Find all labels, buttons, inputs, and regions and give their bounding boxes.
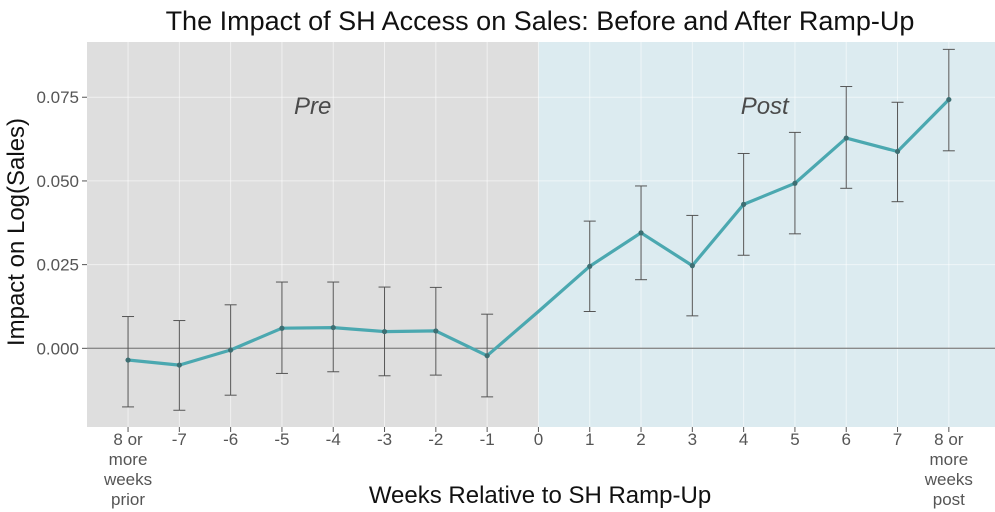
x-tick-label: 3 — [688, 430, 697, 449]
region-label-pre: Pre — [294, 93, 331, 120]
data-point — [228, 347, 234, 353]
data-point — [381, 328, 388, 335]
y-tick-label: 0.025 — [36, 256, 79, 275]
region-post — [538, 42, 995, 427]
series-line-impact — [127, 98, 950, 367]
x-tick-label: -6 — [223, 430, 238, 449]
y-axis-title: Impact on Log(Sales) — [3, 118, 30, 346]
data-point — [125, 357, 131, 363]
x-tick-label: -2 — [428, 430, 443, 449]
chart-title: The Impact of SH Access on Sales: Before… — [166, 6, 915, 36]
x-tick-label: 2 — [636, 430, 645, 449]
x-tick-label: -7 — [172, 430, 187, 449]
region-labels: Pre Post — [294, 93, 790, 120]
x-tick-label: 8 or more weeks post — [924, 430, 973, 509]
x-tick-label: -3 — [377, 430, 392, 449]
data-point — [946, 96, 952, 103]
data-point — [689, 263, 695, 269]
data-point — [484, 353, 490, 359]
x-tick-label: 7 — [893, 430, 902, 449]
x-tick-label: 4 — [739, 430, 748, 449]
x-tick-label: -4 — [326, 430, 341, 449]
y-axis-ticks: 0.000 0.025 0.050 0.075 — [36, 88, 87, 358]
x-axis-title: Weeks Relative to SH Ramp-Up — [369, 482, 711, 509]
x-tick-label: 0 — [534, 430, 543, 449]
data-point — [433, 328, 439, 334]
x-tick-label: 5 — [790, 430, 799, 449]
x-tick-label: 1 — [585, 430, 594, 449]
data-point — [843, 135, 849, 141]
region-label-post: Post — [741, 93, 790, 120]
series-markers — [125, 96, 952, 368]
data-point — [587, 263, 593, 269]
y-tick-label: 0.075 — [36, 88, 79, 107]
x-tick-label: -1 — [480, 430, 495, 449]
data-point — [894, 148, 901, 155]
data-point — [176, 362, 182, 368]
data-point — [279, 325, 285, 331]
x-tick-label: 8 or more weeks prior — [103, 430, 152, 509]
error-bars — [122, 48, 955, 411]
data-point — [792, 180, 798, 186]
data-point — [638, 230, 644, 236]
x-tick-label: 6 — [841, 430, 850, 449]
data-point — [330, 324, 336, 331]
y-tick-label: 0.000 — [36, 339, 79, 358]
x-tick-label: -5 — [274, 430, 289, 449]
x-axis-ticks: 8 or more weeks prior -7 -6 -5 -4 -3 -2 -1 0 1 2 3 4 5 6 7… — [103, 427, 973, 509]
series-lines — [127, 98, 950, 367]
y-tick-label: 0.050 — [36, 172, 79, 191]
data-point — [741, 201, 747, 207]
shaded-regions — [87, 42, 995, 427]
